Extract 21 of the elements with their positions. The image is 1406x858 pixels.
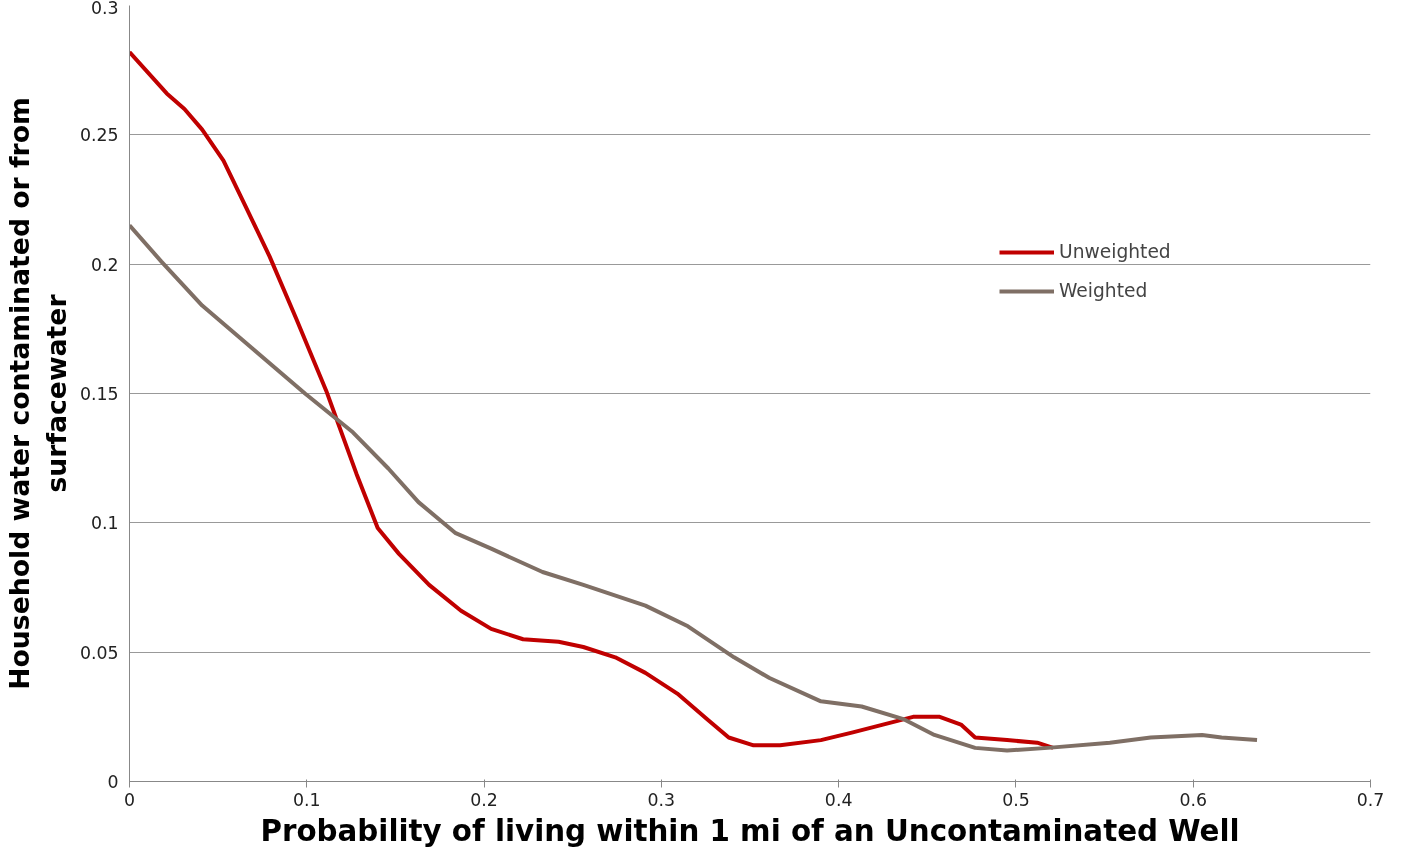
y-tick-label: 0.2 — [90, 254, 119, 275]
legend-label: Unweighted — [1059, 241, 1171, 262]
legend-label: Weighted — [1059, 280, 1148, 301]
x-tick-label: 0.7 — [1356, 789, 1385, 810]
line-series — [129, 50, 1056, 750]
x-tick-label: 0.2 — [470, 789, 498, 810]
y-tick-label: 0.1 — [90, 513, 119, 534]
y-tick-label: 0.05 — [79, 642, 119, 663]
x-axis-title: Probability of living within 1 mi of an Uncontaminated Well — [260, 813, 1240, 848]
y-tick-label: 0 — [107, 772, 119, 792]
y-tick-label: 0.3 — [90, 0, 119, 18]
x-tick-label: 0 — [123, 789, 136, 810]
x-tick-label: 0.3 — [647, 789, 676, 810]
y-tick-label: 0.25 — [79, 125, 119, 146]
x-tick-label: 0.5 — [1002, 789, 1030, 810]
y-axis-title: Household water contaminated or from surfacewater — [3, 97, 72, 690]
x-tick-label: 0.6 — [1179, 789, 1207, 810]
line-series — [129, 223, 1260, 753]
y-tick-label: 0.15 — [79, 384, 119, 404]
x-tick-label: 0.4 — [824, 789, 853, 810]
x-tick-label: 0.1 — [293, 789, 321, 810]
